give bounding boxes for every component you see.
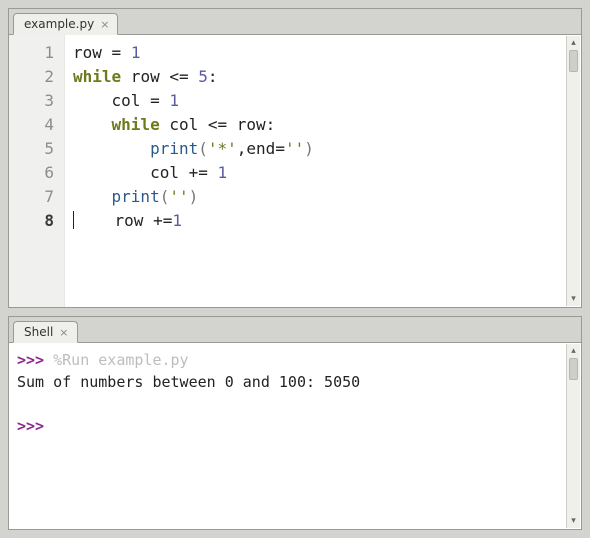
- editor-content[interactable]: 12345678 row = 1while row <= 5: col = 1 …: [9, 35, 581, 307]
- scroll-up-icon[interactable]: ▴: [571, 344, 576, 358]
- line-number: 7: [9, 185, 54, 209]
- code-token: +=: [153, 211, 172, 230]
- code-token: [121, 43, 131, 62]
- editor-scrollbar[interactable]: ▴ ▾: [566, 36, 580, 306]
- code-token: row: [121, 67, 169, 86]
- code-token: <=: [169, 67, 188, 86]
- scroll-down-icon[interactable]: ▾: [571, 514, 576, 528]
- scroll-down-icon[interactable]: ▾: [571, 292, 576, 306]
- line-number: 5: [9, 137, 54, 161]
- code-line[interactable]: while col <= row:: [73, 113, 573, 137]
- shell-tabbar: Shell ×: [9, 317, 581, 343]
- line-number: 8: [9, 209, 54, 233]
- code-token: '': [285, 139, 304, 158]
- scroll-up-icon[interactable]: ▴: [571, 36, 576, 50]
- code-token: ): [189, 187, 199, 206]
- editor-tabbar: example.py ×: [9, 9, 581, 35]
- shell-scrollbar[interactable]: ▴ ▾: [566, 344, 580, 528]
- code-token: (: [198, 139, 208, 158]
- code-token: [160, 91, 170, 110]
- code-token: while: [112, 115, 160, 134]
- code-token: row:: [227, 115, 275, 134]
- shell-panel: Shell × >>> %Run example.py Sum of numbe…: [8, 316, 582, 530]
- shell-prompt: >>>: [17, 417, 44, 435]
- scrollbar-track[interactable]: [567, 358, 580, 514]
- line-number: 3: [9, 89, 54, 113]
- close-icon[interactable]: ×: [100, 18, 109, 31]
- scrollbar-thumb[interactable]: [569, 50, 578, 72]
- code-token: [208, 163, 218, 182]
- code-token: ,end=: [237, 139, 285, 158]
- code-token: col: [160, 115, 208, 134]
- code-line[interactable]: print('*',end=''): [73, 137, 573, 161]
- code-token: row: [76, 211, 153, 230]
- code-token: :: [208, 67, 218, 86]
- code-token: =: [150, 91, 160, 110]
- shell-prompt: >>>: [17, 351, 53, 369]
- line-number: 1: [9, 41, 54, 65]
- shell-line: >>>: [17, 415, 573, 437]
- code-token: <=: [208, 115, 227, 134]
- code-area[interactable]: row = 1while row <= 5: col = 1 while col…: [65, 35, 581, 307]
- code-token: +=: [189, 163, 208, 182]
- code-line[interactable]: col += 1: [73, 161, 573, 185]
- shell-output: Sum of numbers between 0 and 100: 5050: [17, 373, 360, 391]
- code-token: =: [112, 43, 122, 62]
- code-token: 1: [131, 43, 141, 62]
- code-token: row: [73, 43, 112, 62]
- line-number: 2: [9, 65, 54, 89]
- code-token: '*': [208, 139, 237, 158]
- code-token: print: [112, 187, 160, 206]
- scrollbar-track[interactable]: [567, 50, 580, 292]
- code-token: '': [169, 187, 188, 206]
- code-line[interactable]: row = 1: [73, 41, 573, 65]
- code-line[interactable]: while row <= 5:: [73, 65, 573, 89]
- code-line[interactable]: print(''): [73, 185, 573, 209]
- code-line[interactable]: row +=1: [73, 209, 573, 233]
- code-token: [189, 67, 199, 86]
- shell-line: >>> %Run example.py: [17, 349, 573, 371]
- scrollbar-thumb[interactable]: [569, 358, 578, 380]
- code-token: 1: [218, 163, 228, 182]
- code-token: 5: [198, 67, 208, 86]
- code-token: 1: [169, 91, 179, 110]
- tab-example-py[interactable]: example.py ×: [13, 13, 118, 35]
- code-token: [73, 187, 112, 206]
- close-icon[interactable]: ×: [59, 326, 68, 339]
- line-number: 4: [9, 113, 54, 137]
- editor-panel: example.py × 12345678 row = 1while row <…: [8, 8, 582, 308]
- tab-shell[interactable]: Shell ×: [13, 321, 78, 343]
- code-token: ): [304, 139, 314, 158]
- code-token: col: [73, 163, 189, 182]
- shell-content[interactable]: >>> %Run example.py Sum of numbers betwe…: [9, 343, 581, 529]
- shell-line: Sum of numbers between 0 and 100: 5050: [17, 371, 573, 393]
- code-token: while: [73, 67, 121, 86]
- code-token: col: [73, 91, 150, 110]
- text-cursor: [73, 211, 74, 229]
- code-line[interactable]: col = 1: [73, 89, 573, 113]
- shell-run-command: %Run example.py: [53, 351, 188, 369]
- code-token: print: [150, 139, 198, 158]
- code-token: [73, 139, 150, 158]
- line-number: 6: [9, 161, 54, 185]
- code-token: (: [160, 187, 170, 206]
- line-number-gutter: 12345678: [9, 35, 65, 307]
- tab-label: Shell: [24, 325, 53, 339]
- code-token: 1: [172, 211, 182, 230]
- tab-label: example.py: [24, 17, 94, 31]
- code-token: [73, 115, 112, 134]
